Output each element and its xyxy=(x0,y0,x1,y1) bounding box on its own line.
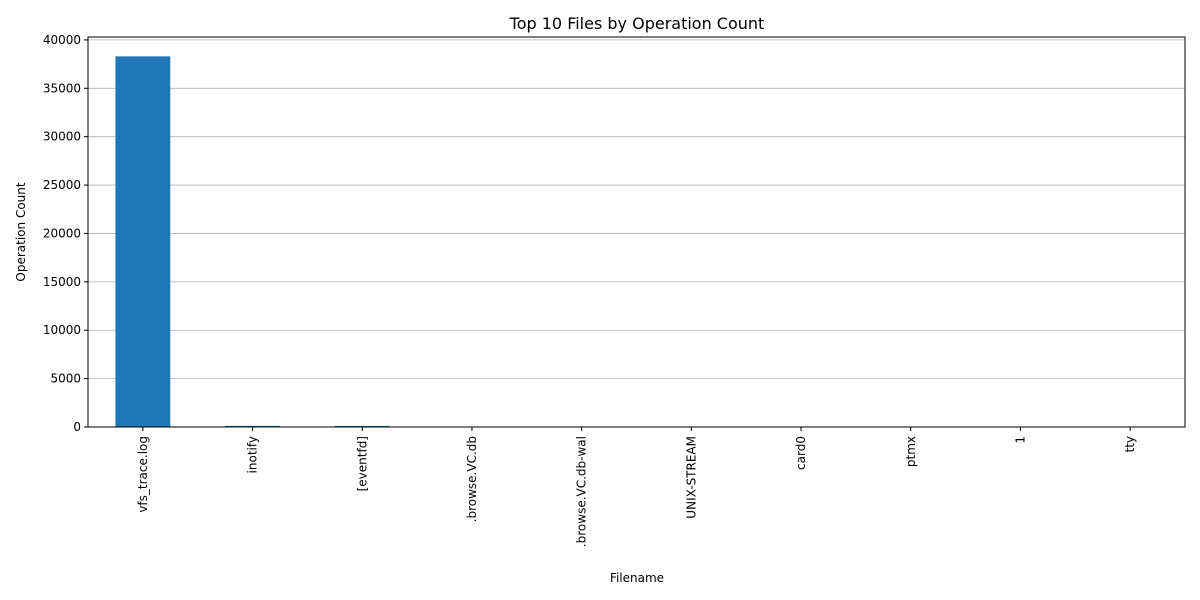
grid-lines xyxy=(88,39,1185,428)
x-tick-label: UNIX-STREAM xyxy=(684,436,698,519)
y-tick-label: 10000 xyxy=(43,323,81,337)
x-axis-ticks: vfs_trace.log inotify [eventfd] .browse.VC.… xyxy=(136,427,1137,547)
x-tick-label: ptmx xyxy=(904,436,918,467)
x-tick-label: .browse.VC.db-wal xyxy=(575,436,589,547)
chart-title: Top 10 Files by Operation Count xyxy=(509,14,765,33)
x-tick-label: 1 xyxy=(1013,436,1027,444)
x-tick-label: inotify xyxy=(246,436,260,473)
y-tick-label: 35000 xyxy=(43,81,81,95)
y-tick-label: 5000 xyxy=(50,372,81,386)
bar xyxy=(115,56,171,428)
y-tick-label: 25000 xyxy=(43,178,81,192)
x-tick-label: card0 xyxy=(794,436,808,470)
x-tick-label: vfs_trace.log xyxy=(136,436,150,513)
y-tick-label: 30000 xyxy=(43,130,81,144)
y-tick-label: 40000 xyxy=(43,33,81,47)
x-tick-label: .browse.VC.db xyxy=(465,436,479,522)
y-tick-label: 15000 xyxy=(43,275,81,289)
bars xyxy=(115,56,1158,428)
y-tick-label: 20000 xyxy=(43,226,81,240)
x-axis-label: Filename xyxy=(610,571,664,585)
y-axis-label: Operation Count xyxy=(14,182,28,281)
y-tick-label: 0 xyxy=(73,420,81,434)
plot-frame xyxy=(87,36,1186,428)
bar xyxy=(225,425,280,427)
x-tick-label: [eventfd] xyxy=(355,436,369,491)
y-axis-ticks: 0 5000 10000 15000 20000 25000 30000 35000 40000 xyxy=(43,33,88,434)
x-tick-label: tty xyxy=(1123,436,1137,453)
bar xyxy=(334,425,390,427)
